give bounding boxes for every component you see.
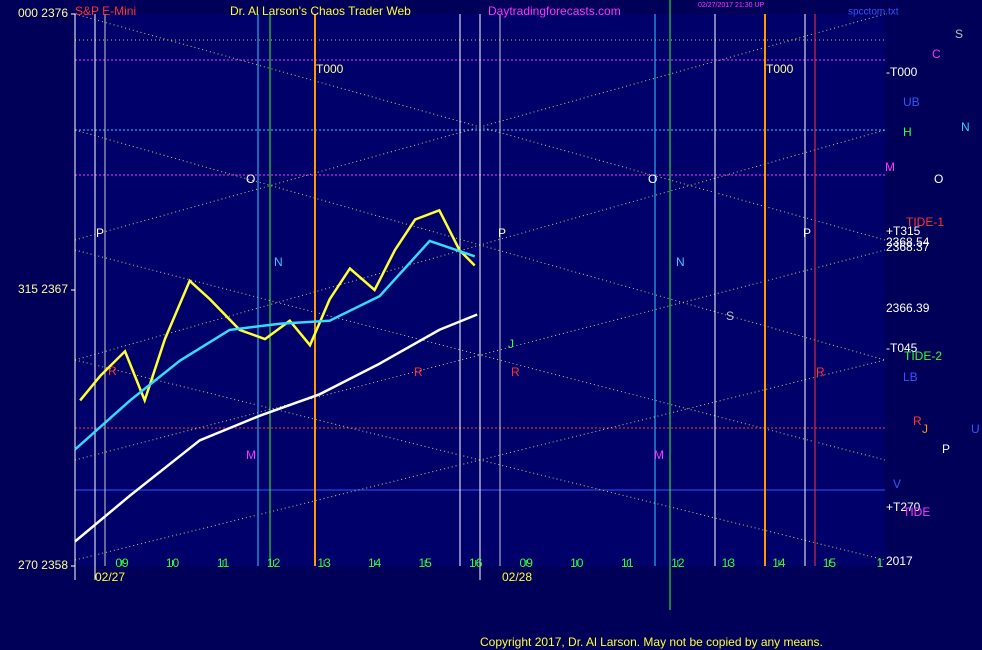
x-tick-label: 12 [671,556,685,570]
right-label: -T000 [886,65,918,79]
annotation: H [903,125,912,139]
annotation: T000 [766,62,794,76]
annotation: C [932,47,941,61]
annotation: R [414,365,423,379]
annotation: T000 [316,62,344,76]
x-tick-label: 13 [317,556,331,570]
x-tick-label: 10 [570,556,584,570]
series-line [74,313,478,543]
annotation: J [922,422,928,436]
file-name: spcctom.txt [848,7,899,18]
x-tick-label: 09 [520,556,534,570]
annotation: J [508,337,514,351]
copyright: Copyright 2017, Dr. Al Larson. May not b… [480,635,823,649]
x-tick-label: 13 [722,556,736,570]
annotation: TIDE [903,505,930,519]
annotation: P [96,226,104,240]
annotation: P [803,226,811,240]
annotation: U [971,422,980,436]
right-label: 2017 [886,554,913,568]
x-tick-label: 1 [877,556,884,570]
price-label: 2366.39 [886,301,930,315]
site: Daytradingforecasts.com [488,4,621,18]
x-tick-label: 11 [621,556,634,570]
series-line [79,208,476,405]
annotation: TIDE-2 [904,349,942,363]
x-tick-label: 09 [115,556,129,570]
x-tick-label: 11 [217,556,230,570]
annotation: O [934,172,943,186]
right-label: -T045 [886,341,918,355]
annotation: LB [903,370,918,384]
series-line [74,239,476,451]
timestamp: 02/27/2017 21:30 UP [698,2,764,9]
right-label: +T270 [886,500,921,514]
annotation: P [498,226,506,240]
annotation: M [246,448,256,462]
x-tick-label: 15 [418,556,432,570]
annotation: M [654,448,664,462]
annotation: S [726,309,734,323]
x-tick-label: 14 [368,556,382,570]
annotation: R [913,414,922,428]
x-tick-label: 16 [469,556,483,570]
decor-grid [74,0,886,610]
y-tick-label: 000 2376 [18,6,68,20]
price-label: 2368.37 [886,240,930,254]
x-tick-label: 14 [772,556,786,570]
annotation: M [885,160,895,174]
y-tick-label: 315 2367 [18,282,68,296]
annotation: O [246,172,255,186]
annotation: N [676,255,685,269]
price-label: 2368.54 [886,235,930,249]
date-label: 02/27 [95,570,125,584]
annotation: V [893,477,901,491]
annotation: TIDE-1 [906,215,944,229]
x-tick-label: 15 [823,556,837,570]
x-tick-label: 12 [267,556,281,570]
date-label: 02/28 [502,570,532,584]
annotation: R [511,365,520,379]
subtitle: S&P E-Mini [75,4,136,18]
x-tick-label: 10 [166,556,180,570]
y-tick-label: 270 2358 [18,558,68,572]
annotation: O [648,172,657,186]
annotation: UB [903,95,920,109]
annotation: N [274,255,283,269]
annotation: R [816,365,825,379]
annotation: N [961,120,970,134]
right-label: +T315 [886,224,921,238]
annotation: R [108,364,117,378]
chart-title: Dr. Al Larson's Chaos Trader Web [230,4,411,18]
annotation: S [955,27,963,41]
annotation: P [942,442,950,456]
